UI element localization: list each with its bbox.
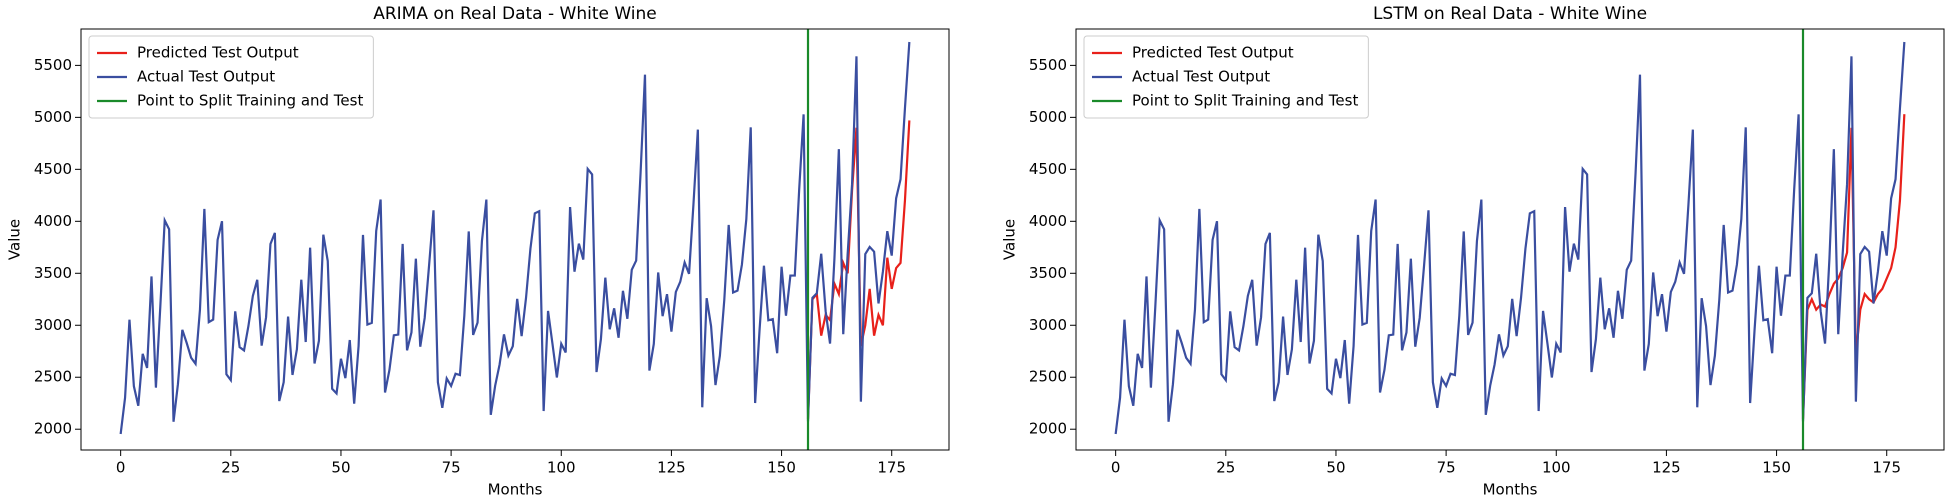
legend-box (88, 35, 374, 119)
x-tick-label: 50 (1326, 459, 1345, 477)
legend-box (1083, 35, 1369, 119)
x-tick-label: 175 (877, 459, 906, 477)
legend-label: Point to Split Training and Test (1132, 92, 1358, 110)
axes-frame (80, 28, 950, 451)
chart-title: ARIMA on Real Data - White Wine (373, 4, 657, 24)
chart: LSTM on Real Data - White Wine 0 25 50 75 100… (1001, 4, 1945, 499)
y-tick-label: 3000 (34, 316, 72, 334)
x-tick-label: 75 (442, 459, 461, 477)
y-tick-label: 5500 (34, 56, 72, 74)
x-tick-label: 150 (1762, 459, 1791, 477)
y-tick-label: 5500 (1029, 56, 1067, 74)
y-tick-label: 3500 (1029, 264, 1067, 282)
x-tick-label: 25 (221, 459, 240, 477)
x-tick-label: 125 (657, 459, 686, 477)
y-tick-label: 4000 (34, 212, 72, 230)
x-tick-label: 0 (116, 459, 126, 477)
legend: Predicted Test Output Actual Test Output P… (1083, 35, 1369, 119)
x-tick-label: 25 (1216, 459, 1235, 477)
chart: ARIMA on Real Data - White Wine 0 25 50 75 10… (6, 4, 950, 499)
y-tick-label: 2500 (1029, 368, 1067, 386)
legend-label: Actual Test Output (1132, 68, 1270, 86)
data-line (119, 41, 911, 435)
y-tick-label: 4000 (1029, 212, 1067, 230)
x-tick-label: 75 (1437, 459, 1456, 477)
y-tick-label: 2000 (1029, 420, 1067, 438)
x-axis-label: Months (1483, 481, 1538, 499)
y-axis-label: Value (6, 219, 24, 260)
y-tick-label: 4500 (34, 160, 72, 178)
legend-label: Predicted Test Output (137, 44, 299, 62)
legend-label: Predicted Test Output (1132, 44, 1294, 62)
x-tick-label: 100 (547, 459, 576, 477)
y-tick-label: 4500 (1029, 160, 1067, 178)
x-axis-label: Months (488, 481, 543, 499)
y-tick-label: 2500 (34, 368, 72, 386)
y-axis-label: Value (1001, 219, 1019, 260)
y-tick-label: 3500 (34, 264, 72, 282)
data-line (1114, 41, 1906, 435)
legend-label: Point to Split Training and Test (137, 92, 363, 110)
x-tick-label: 150 (767, 459, 796, 477)
x-tick-label: 50 (331, 459, 350, 477)
y-tick-label: 3000 (1029, 316, 1067, 334)
legend-label: Actual Test Output (137, 68, 275, 86)
legend: Predicted Test Output Actual Test Output P… (88, 35, 374, 119)
x-tick-label: 175 (1872, 459, 1901, 477)
axes-frame (1075, 28, 1945, 451)
chart-title: LSTM on Real Data - White Wine (1373, 4, 1647, 24)
y-tick-label: 2000 (34, 420, 72, 438)
y-tick-label: 5000 (1029, 108, 1067, 126)
y-tick-label: 5000 (34, 108, 72, 126)
x-tick-label: 125 (1652, 459, 1681, 477)
x-tick-label: 0 (1111, 459, 1121, 477)
x-tick-label: 100 (1542, 459, 1571, 477)
